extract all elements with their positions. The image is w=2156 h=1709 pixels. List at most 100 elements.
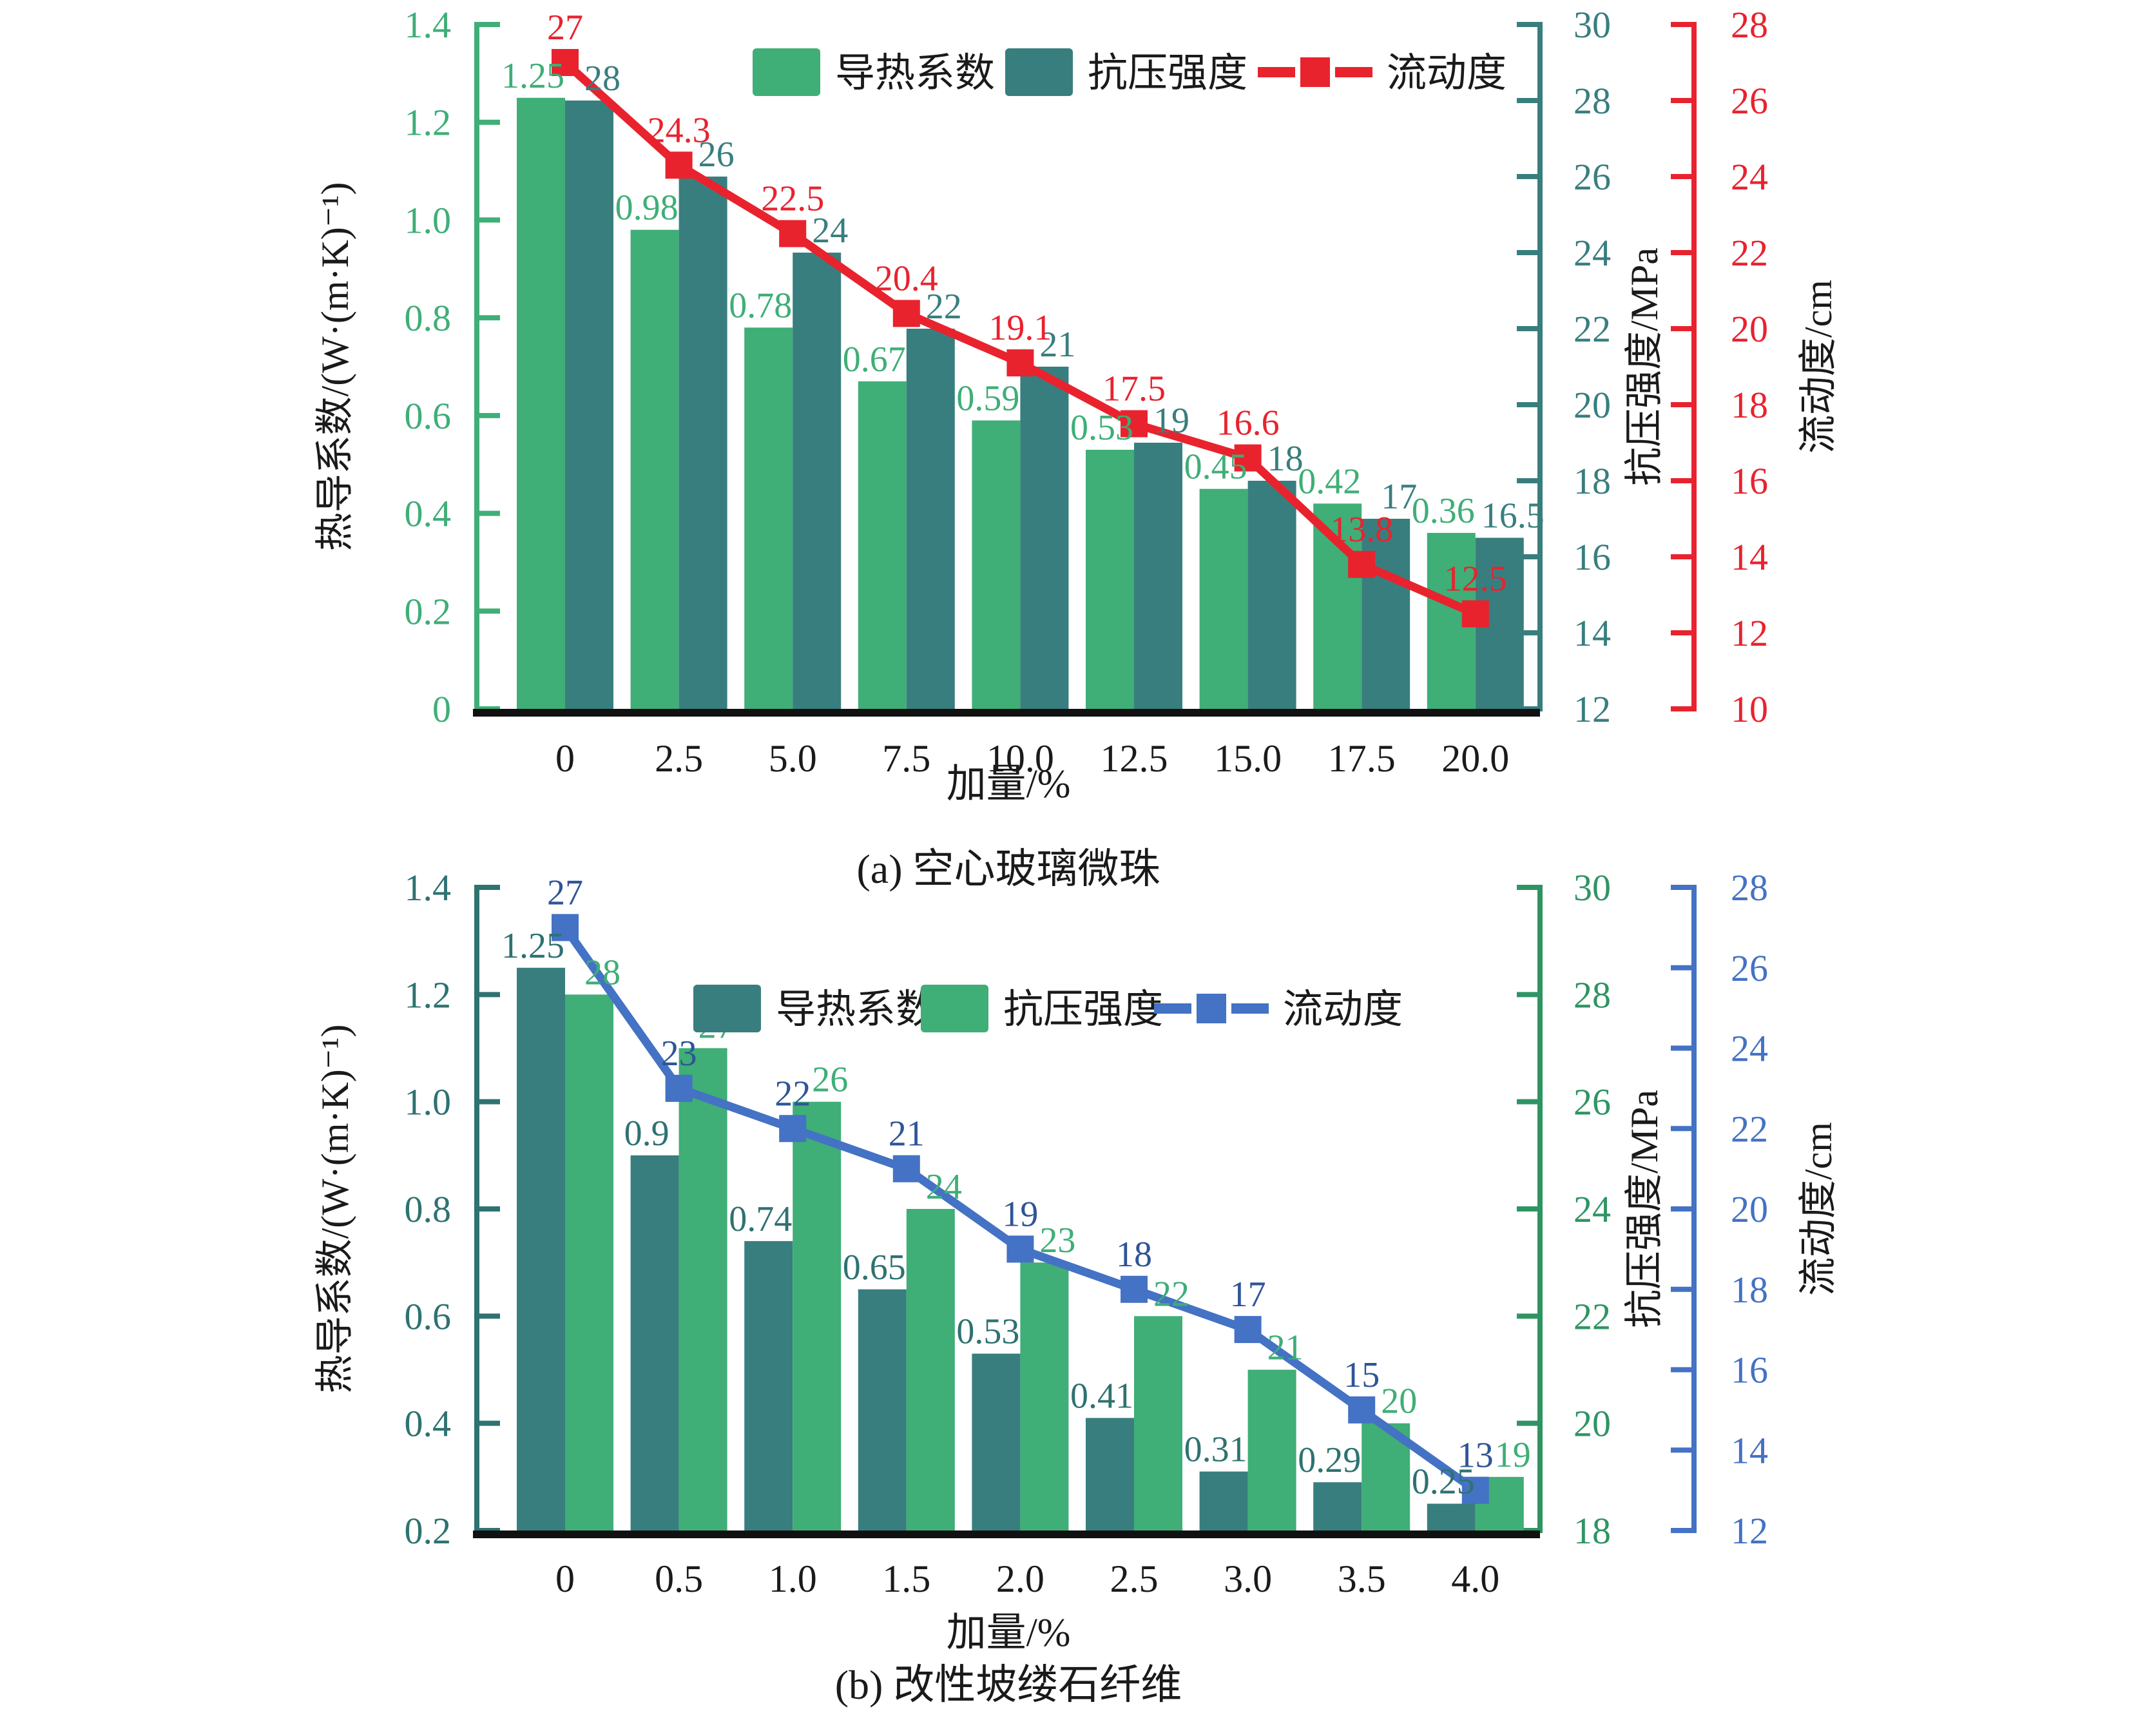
bar-conductivity — [744, 1241, 793, 1530]
fluidity-marker — [665, 1074, 693, 1102]
x-tick-label: 0 — [555, 1558, 575, 1600]
strength-value-label: 26 — [812, 1060, 848, 1100]
conductivity-value-label: 0.45 — [1184, 447, 1247, 487]
conductivity-value-label: 0.42 — [1298, 461, 1361, 501]
x-tick-label: 20.0 — [1441, 737, 1509, 780]
flow-axis: 10 12 14 16 18 20 22 24 26 28 流动度/cm — [1671, 4, 1840, 730]
bar-strength — [679, 1048, 727, 1530]
flow-axis-tick-label: 18 — [1731, 384, 1768, 426]
left-axis-tick-label: 1.2 — [405, 102, 452, 144]
left-axis-tick-label: 0.4 — [405, 1403, 452, 1445]
flow-axis-tick-label: 28 — [1731, 867, 1768, 909]
x-axis-title: 加量/% — [947, 762, 1071, 806]
flow-axis-tick-label: 22 — [1731, 232, 1768, 274]
fluidity-value-label: 18 — [1116, 1235, 1152, 1275]
strength-axis-tick-label: 26 — [1574, 156, 1611, 198]
left-axis-tick-label: 0.8 — [405, 297, 452, 339]
bar-conductivity — [858, 381, 907, 709]
strength-axis-tick-label: 20 — [1574, 1403, 1611, 1445]
flow-axis-tick-label: 12 — [1731, 612, 1768, 654]
flow-axis-tick-label: 16 — [1731, 460, 1768, 502]
flow-axis: 12 14 16 18 20 22 24 26 28 流动度/cm — [1671, 867, 1840, 1552]
fluidity-value-label: 22 — [775, 1074, 811, 1114]
strength-axis-tick-label: 20 — [1574, 384, 1611, 426]
x-tick-label: 1.5 — [882, 1558, 930, 1600]
fluidity-series — [552, 49, 1489, 628]
conductivity-value-label: 0.67 — [843, 340, 906, 380]
left-axis-tick-label: 0 — [432, 688, 451, 730]
bar-conductivity — [1086, 1418, 1134, 1530]
legend: 导热系数 抗压强度 流动度 — [693, 985, 1403, 1032]
left-axis-tick-label: 1.4 — [405, 867, 452, 909]
fluidity-marker — [1348, 550, 1376, 578]
legend-label: 导热系数 — [835, 52, 995, 95]
strength-value-label: 18 — [1267, 439, 1304, 479]
conductivity-value-label: 0.74 — [729, 1199, 792, 1239]
conductivity-value-label: 0.59 — [956, 378, 1019, 418]
left-axis-tick-label: 1.2 — [405, 974, 452, 1016]
fluidity-marker — [1348, 1396, 1376, 1424]
left-axis-tick-label: 1.0 — [405, 1081, 452, 1123]
fluidity-marker — [892, 1155, 920, 1183]
fluidity-value-label: 16.6 — [1217, 403, 1280, 443]
strength-axis: 18 20 22 24 26 28 30 抗压强度/MPa — [1517, 867, 1666, 1552]
fluidity-value-label: 15 — [1343, 1355, 1380, 1395]
bar-conductivity — [972, 420, 1021, 709]
strength-value-label: 19 — [1495, 1435, 1531, 1475]
x-tick-label: 17.5 — [1328, 737, 1396, 780]
x-tick-label: 2.5 — [1110, 1558, 1159, 1600]
strength-axis-tick-label: 22 — [1574, 1295, 1611, 1337]
fluidity-value-label: 19 — [1002, 1194, 1038, 1234]
strength-axis-tick-label: 24 — [1574, 232, 1611, 274]
strength-axis-tick-label: 12 — [1574, 688, 1611, 730]
strength-axis-tick-label: 28 — [1574, 974, 1611, 1016]
legend: 导热系数 抗压强度 流动度 — [753, 48, 1506, 96]
flow-axis-tick-label: 14 — [1731, 1429, 1768, 1471]
bars — [517, 967, 1524, 1530]
bar-conductivity — [858, 1289, 907, 1530]
fluidity-value-label: 27 — [547, 8, 583, 48]
x-tick-label: 5.0 — [769, 737, 817, 780]
x-tick-label: 10.0 — [987, 737, 1054, 780]
fluidity-marker — [1461, 1476, 1489, 1504]
left-axis: 0 0.2 0.4 0.6 0.8 1.0 1.2 1.4 热导系数/(W·(m·K)⁻¹) — [314, 4, 500, 730]
chart-a: 0 0.2 0.4 0.6 0.8 1.0 1.2 1.4 热导系数/(W·(m·K)⁻¹) 12… — [314, 4, 1840, 892]
legend-line-dash — [1154, 1003, 1191, 1014]
strength-axis-tick-label: 26 — [1574, 1081, 1611, 1123]
x-axis-labels: 0 0.5 1.0 1.5 2.0 2.5 3.0 3.5 4.0 — [555, 1558, 1499, 1600]
legend-line-dash — [1258, 67, 1295, 77]
conductivity-value-label: 0.31 — [1184, 1430, 1247, 1470]
legend-swatch — [693, 985, 761, 1032]
conductivity-value-label: 0.53 — [956, 1312, 1019, 1352]
strength-value-label: 28 — [584, 952, 621, 992]
left-axis-title: 热导系数/(W·(m·K)⁻¹) — [314, 1025, 356, 1394]
strength-value-label: 24 — [812, 211, 848, 251]
strength-axis-tick-label: 14 — [1574, 612, 1611, 654]
value-labels: 1.2528270.927230.7426220.6524210.5323190… — [501, 873, 1531, 1501]
bar-conductivity — [630, 1155, 679, 1530]
bar-conductivity — [1199, 1471, 1248, 1530]
x-tick-label: 12.5 — [1101, 737, 1168, 780]
fluidity-marker — [552, 914, 579, 941]
fluidity-marker — [1006, 349, 1034, 377]
fluidity-marker — [1234, 1316, 1262, 1344]
bar-conductivity — [1199, 488, 1248, 709]
flow-axis-tick-label: 24 — [1731, 156, 1768, 198]
flow-axis-tick-label: 20 — [1731, 308, 1768, 350]
fluidity-marker — [1121, 1275, 1148, 1303]
fluidity-value-label: 17.5 — [1102, 369, 1166, 409]
strength-axis-tick-label: 16 — [1574, 536, 1611, 578]
strength-value-label: 19 — [1153, 401, 1189, 441]
conductivity-value-label: 0.36 — [1412, 491, 1475, 531]
x-tick-label: 2.0 — [996, 1558, 1044, 1600]
x-tick-label: 15.0 — [1214, 737, 1282, 780]
left-axis: 0.2 0.4 0.6 0.8 1.0 1.2 1.4 热导系数/(W·(m·K)⁻¹) — [314, 867, 500, 1552]
bar-strength — [679, 177, 727, 709]
left-axis-tick-label: 0.6 — [405, 395, 452, 437]
bar-strength — [906, 329, 955, 709]
flow-axis-tick-label: 26 — [1731, 947, 1768, 989]
x-axis-labels: 0 2.5 5.0 7.5 10.0 12.5 15.0 17.5 20.0 — [555, 737, 1509, 780]
fluidity-value-label: 21 — [889, 1114, 925, 1154]
bar-strength — [906, 1209, 955, 1530]
flow-axis-tick-label: 20 — [1731, 1188, 1768, 1230]
